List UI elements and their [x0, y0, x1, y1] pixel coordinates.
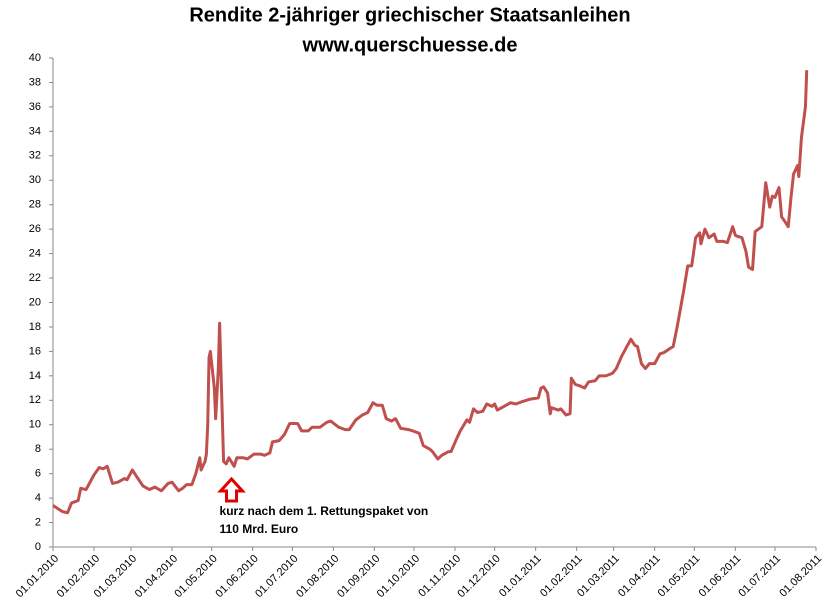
y-tick-label: 16 — [29, 345, 41, 357]
annotation-text: 110 Mrd. Euro — [220, 522, 299, 536]
y-tick-label: 38 — [29, 76, 41, 88]
annotation-text: kurz nach dem 1. Rettungspaket von — [220, 504, 429, 518]
y-tick-label: 20 — [29, 296, 41, 308]
x-tick-label: 01.08.2011 — [777, 553, 824, 600]
y-tick-label: 2 — [35, 516, 41, 528]
y-tick-label: 10 — [29, 419, 41, 431]
y-tick-label: 26 — [29, 223, 41, 235]
data-line — [52, 70, 809, 515]
x-tick-label: 01.05.2011 — [656, 553, 703, 600]
x-tick-label: 01.10.2010 — [375, 553, 422, 600]
x-tick-label: 01.07.2011 — [736, 553, 783, 600]
y-tick-label: 18 — [29, 321, 41, 333]
x-tick-label: 01.01.2011 — [497, 553, 544, 600]
y-tick-label: 0 — [35, 541, 41, 553]
y-tick-label: 32 — [29, 150, 41, 162]
x-tick-label: 01.01.2010 — [14, 553, 61, 600]
chart-title: Rendite 2-jähriger griechischer Staatsan… — [189, 4, 630, 26]
annotation-arrow — [217, 476, 246, 503]
y-tick-label: 34 — [29, 125, 41, 137]
x-tick-label: 01.08.2010 — [294, 553, 341, 600]
y-tick-label: 6 — [35, 468, 41, 480]
y-tick-label: 4 — [35, 492, 41, 504]
y-tick-label: 22 — [29, 272, 41, 284]
x-tick-label: 01.12.2010 — [455, 553, 502, 600]
y-tick-label: 12 — [29, 394, 41, 406]
y-tick-label: 8 — [35, 443, 41, 455]
y-tick-label: 28 — [29, 199, 41, 211]
y-tick-label: 36 — [29, 101, 41, 113]
y-tick-label: 40 — [29, 52, 41, 64]
y-tick-label: 14 — [29, 370, 41, 382]
x-tick-label: 01.05.2010 — [172, 553, 219, 600]
x-tick-label: 01.07.2010 — [253, 553, 300, 600]
chart-subtitle: www.querschuesse.de — [302, 34, 518, 56]
y-tick-label: 24 — [29, 248, 41, 260]
y-tick-label: 30 — [29, 174, 41, 186]
